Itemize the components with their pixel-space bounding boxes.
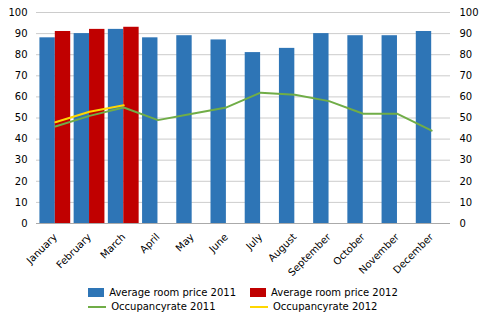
svg-text:August: August — [266, 231, 299, 264]
svg-text:70: 70 — [460, 70, 473, 81]
svg-text:10: 10 — [460, 197, 473, 208]
svg-text:May: May — [173, 231, 195, 253]
svg-text:June: June — [206, 231, 230, 255]
svg-text:July: July — [243, 231, 264, 252]
svg-text:20: 20 — [15, 176, 28, 187]
svg-text:30: 30 — [15, 154, 28, 165]
svg-text:30: 30 — [460, 154, 473, 165]
svg-text:March: March — [98, 231, 127, 260]
svg-text:40: 40 — [460, 133, 473, 144]
svg-text:70: 70 — [15, 70, 28, 81]
svg-text:December: December — [391, 231, 436, 276]
svg-text:80: 80 — [15, 49, 28, 60]
svg-text:50: 50 — [15, 112, 28, 123]
html-text:Occupancyrate 2011: Occupancyrate 2011 — [111, 301, 216, 312]
svg-text:April: April — [138, 231, 162, 255]
svg-text:80: 80 — [460, 49, 473, 60]
svg-text:60: 60 — [460, 91, 473, 102]
html-text:Average room price 2012: Average room price 2012 — [271, 287, 398, 298]
svg-text:0: 0 — [460, 218, 466, 229]
svg-text:90: 90 — [460, 28, 473, 39]
html-text:Average room price 2011: Average room price 2011 — [109, 287, 236, 298]
svg-text:40: 40 — [15, 133, 28, 144]
svg-text:60: 60 — [15, 91, 28, 102]
svg-text:October: October — [330, 231, 367, 268]
svg-text:10: 10 — [15, 197, 28, 208]
svg-text:90: 90 — [15, 28, 28, 39]
svg-text:November: November — [356, 231, 402, 276]
svg-text:100: 100 — [460, 7, 479, 18]
svg-text:0: 0 — [21, 218, 27, 229]
svg-text:50: 50 — [460, 112, 473, 123]
svg-text:100: 100 — [8, 7, 27, 18]
svg-text:February: February — [54, 231, 93, 270]
svg-text:January: January — [24, 231, 59, 266]
svg-text:20: 20 — [460, 176, 473, 187]
svg-text:September: September — [286, 231, 333, 278]
html-text:Occupancyrate 2012: Occupancyrate 2012 — [273, 301, 378, 312]
